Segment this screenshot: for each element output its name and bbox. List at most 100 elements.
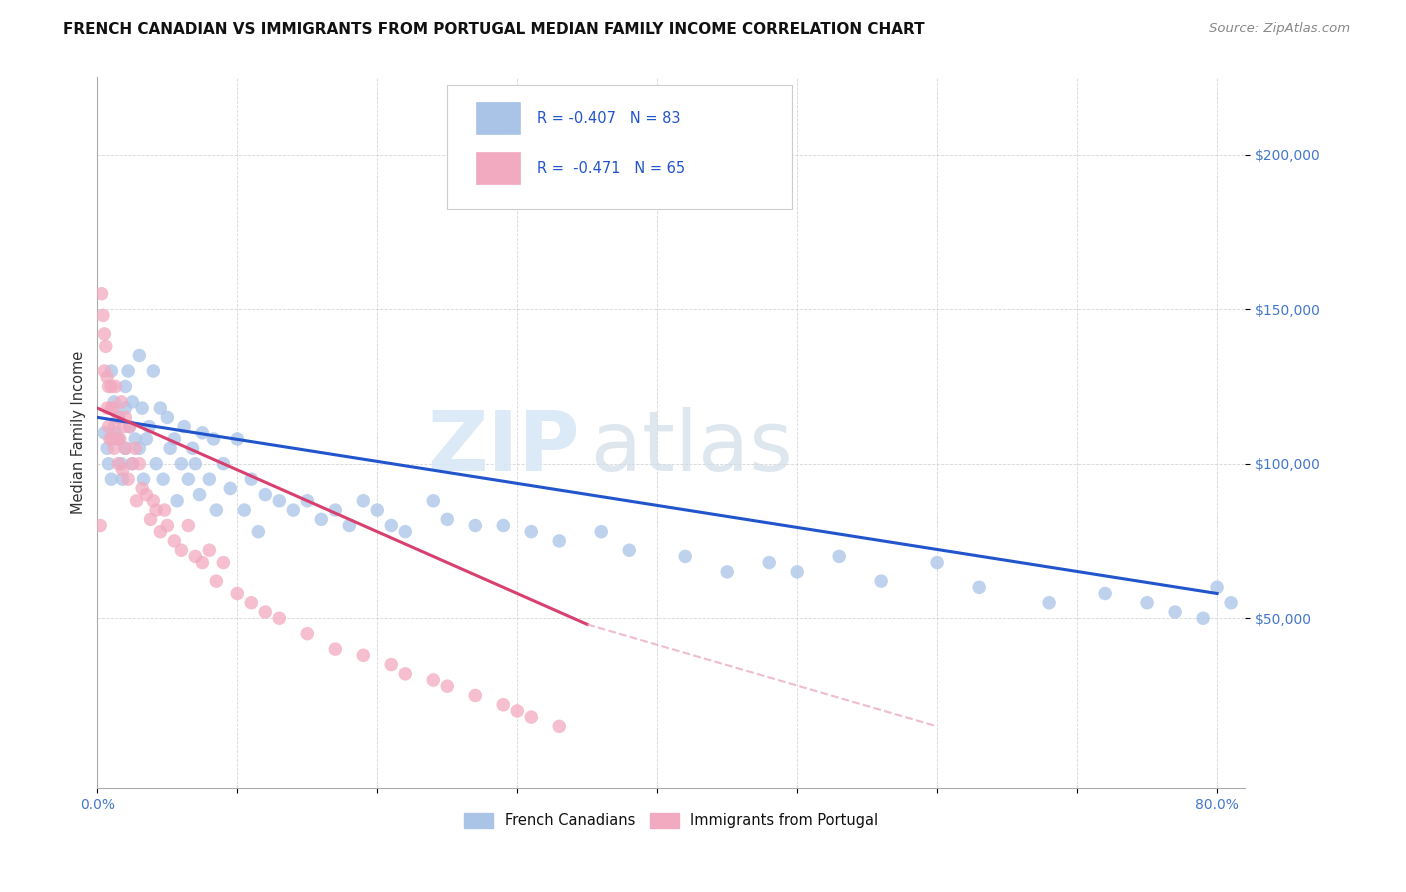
Point bbox=[323, 503, 346, 517]
Point bbox=[128, 349, 150, 363]
Point bbox=[94, 339, 117, 353]
Point bbox=[93, 364, 115, 378]
Point bbox=[105, 432, 128, 446]
Point bbox=[352, 493, 374, 508]
Point bbox=[117, 364, 139, 378]
Point bbox=[191, 425, 214, 440]
Point bbox=[100, 379, 122, 393]
Point bbox=[758, 556, 780, 570]
Text: R = -0.407   N = 83: R = -0.407 N = 83 bbox=[537, 112, 681, 126]
Point bbox=[422, 673, 444, 687]
Point bbox=[205, 574, 228, 588]
Point bbox=[1136, 596, 1159, 610]
Point bbox=[506, 704, 529, 718]
Point bbox=[177, 518, 200, 533]
Point bbox=[117, 472, 139, 486]
Point bbox=[98, 432, 121, 446]
Point bbox=[100, 401, 122, 415]
Point bbox=[125, 493, 148, 508]
Point bbox=[153, 503, 176, 517]
Point bbox=[89, 518, 111, 533]
Point bbox=[149, 524, 172, 539]
Point bbox=[124, 432, 146, 446]
Point bbox=[311, 512, 333, 526]
Text: FRENCH CANADIAN VS IMMIGRANTS FROM PORTUGAL MEDIAN FAMILY INCOME CORRELATION CHA: FRENCH CANADIAN VS IMMIGRANTS FROM PORTU… bbox=[63, 22, 925, 37]
Point bbox=[108, 432, 131, 446]
Point bbox=[380, 657, 402, 672]
Point bbox=[366, 503, 388, 517]
Point bbox=[967, 580, 990, 594]
Point bbox=[114, 379, 136, 393]
Point bbox=[297, 626, 319, 640]
Point bbox=[110, 395, 132, 409]
Point bbox=[492, 518, 515, 533]
Point bbox=[464, 689, 486, 703]
Point bbox=[337, 518, 360, 533]
Point bbox=[184, 457, 207, 471]
Point bbox=[149, 401, 172, 415]
Point bbox=[132, 472, 155, 486]
Point bbox=[104, 379, 127, 393]
Point bbox=[156, 410, 179, 425]
Point bbox=[111, 472, 134, 486]
Point bbox=[135, 487, 157, 501]
Point bbox=[166, 493, 188, 508]
Point bbox=[673, 549, 696, 564]
Point bbox=[240, 596, 263, 610]
Point bbox=[107, 410, 129, 425]
Point bbox=[111, 463, 134, 477]
Point bbox=[1094, 586, 1116, 600]
Point bbox=[233, 503, 256, 517]
Point bbox=[283, 503, 305, 517]
Point bbox=[96, 442, 118, 456]
Point bbox=[520, 524, 543, 539]
Point bbox=[135, 432, 157, 446]
Point bbox=[118, 419, 141, 434]
Point bbox=[254, 605, 277, 619]
Point bbox=[240, 472, 263, 486]
Point bbox=[198, 543, 221, 558]
Point bbox=[128, 442, 150, 456]
Point bbox=[139, 512, 162, 526]
Point bbox=[97, 419, 120, 434]
FancyBboxPatch shape bbox=[447, 85, 792, 209]
FancyBboxPatch shape bbox=[477, 103, 520, 135]
Point bbox=[100, 364, 122, 378]
Point bbox=[107, 410, 129, 425]
Point bbox=[152, 472, 174, 486]
Point bbox=[97, 457, 120, 471]
Point bbox=[118, 419, 141, 434]
Point bbox=[97, 379, 120, 393]
Point bbox=[142, 493, 165, 508]
Point bbox=[394, 666, 416, 681]
Point bbox=[188, 487, 211, 501]
Point bbox=[110, 457, 132, 471]
Point bbox=[121, 395, 143, 409]
Point bbox=[927, 556, 949, 570]
Point bbox=[380, 518, 402, 533]
Y-axis label: Median Family Income: Median Family Income bbox=[72, 351, 86, 515]
Point bbox=[145, 457, 167, 471]
Point bbox=[159, 442, 181, 456]
Point bbox=[156, 518, 179, 533]
Point bbox=[464, 518, 486, 533]
Point bbox=[352, 648, 374, 663]
Point bbox=[492, 698, 515, 712]
Point bbox=[100, 432, 122, 446]
Point bbox=[1164, 605, 1187, 619]
Point bbox=[93, 326, 115, 341]
Point bbox=[436, 512, 458, 526]
Point bbox=[254, 487, 277, 501]
Point bbox=[145, 503, 167, 517]
Text: R =  -0.471   N = 65: R = -0.471 N = 65 bbox=[537, 161, 685, 176]
Point bbox=[323, 642, 346, 657]
Point bbox=[142, 364, 165, 378]
Point bbox=[219, 482, 242, 496]
Point bbox=[107, 457, 129, 471]
Point bbox=[1038, 596, 1060, 610]
Point bbox=[191, 556, 214, 570]
Point bbox=[591, 524, 613, 539]
Text: ZIP: ZIP bbox=[427, 407, 579, 488]
FancyBboxPatch shape bbox=[477, 152, 520, 184]
Point bbox=[184, 549, 207, 564]
